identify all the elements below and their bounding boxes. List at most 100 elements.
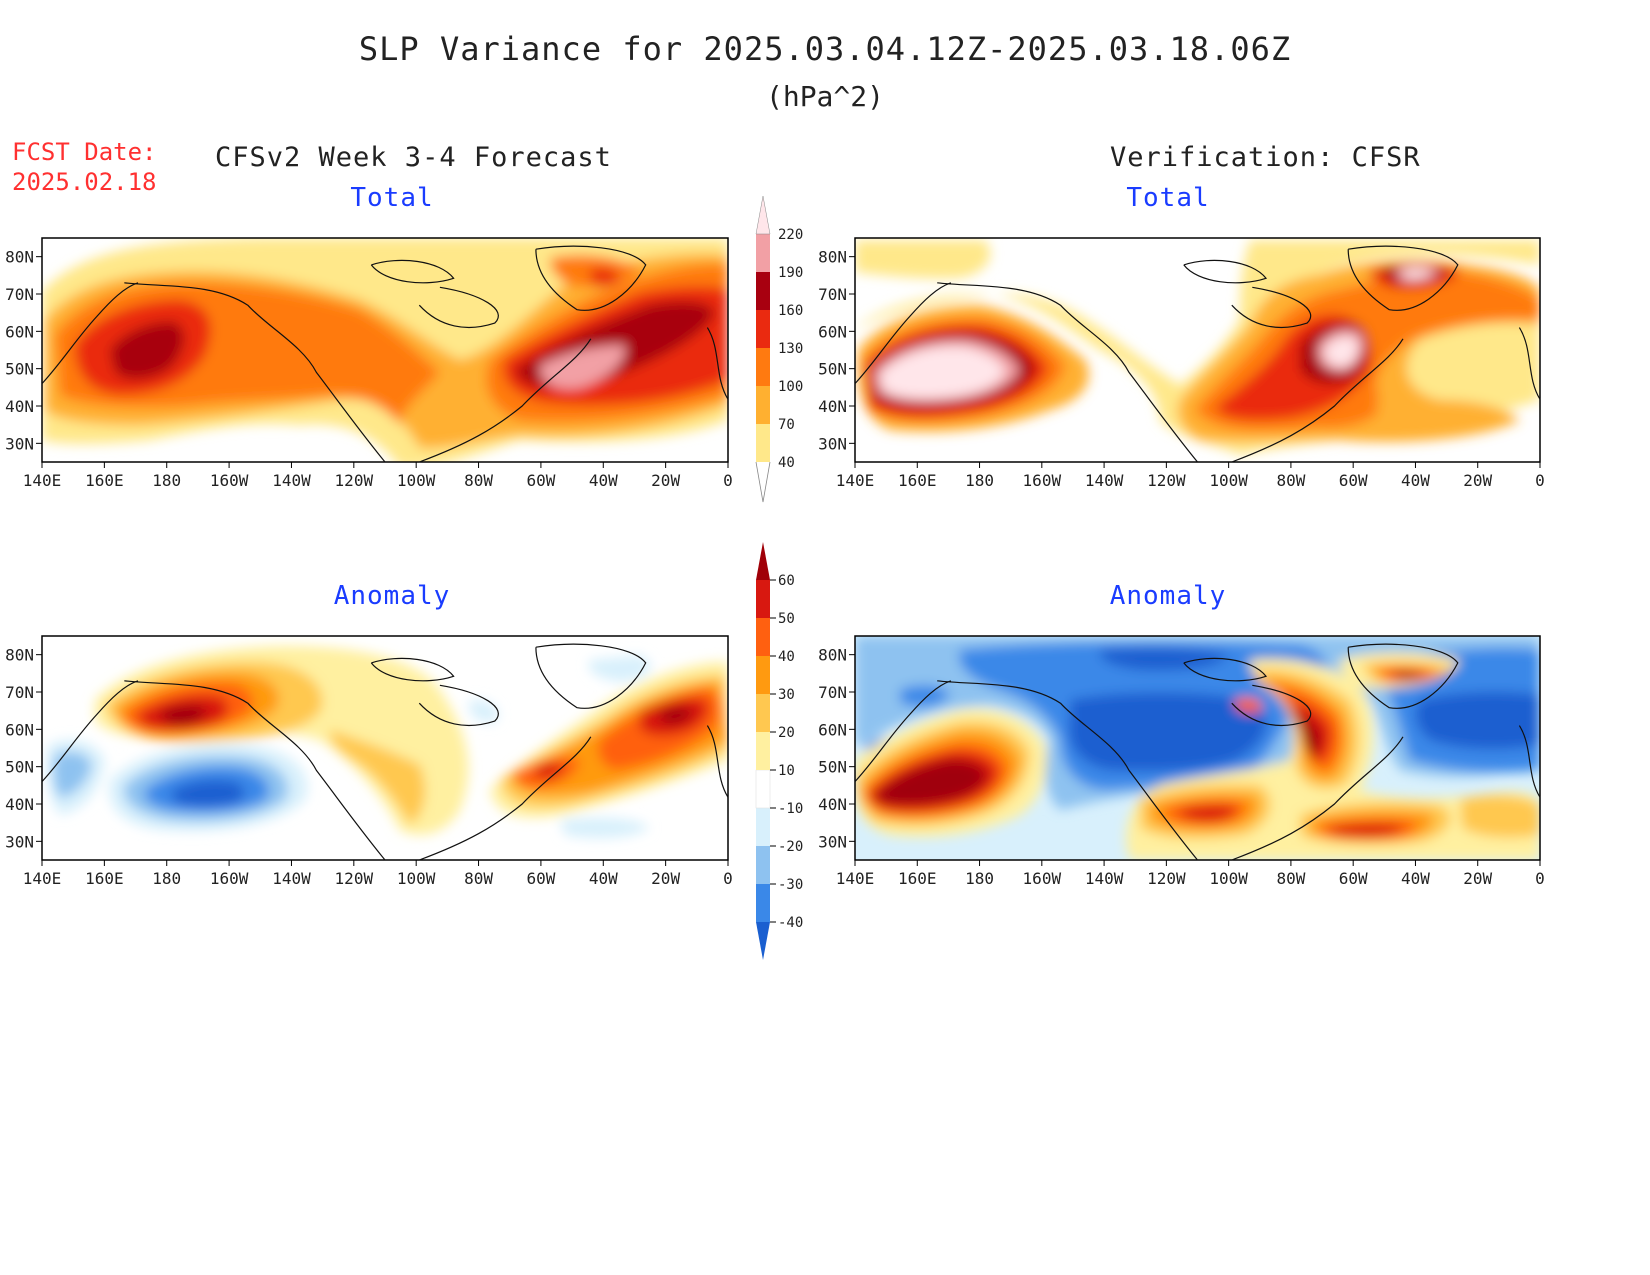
verification-heading: Verification: CFSR	[1110, 142, 1421, 173]
contour-50	[138, 695, 708, 779]
coastline	[419, 338, 592, 463]
colorbar-label: 220	[778, 227, 803, 243]
colorbar-label: 70	[778, 417, 795, 433]
coastline	[535, 245, 647, 311]
colorbar-label: 160	[778, 303, 803, 319]
verification-total-map	[854, 237, 1541, 463]
coastline	[124, 680, 386, 861]
contour-190	[874, 266, 1440, 403]
lat-tick-label: 40N	[818, 397, 847, 416]
lon-tick-label: 160W	[1023, 869, 1062, 888]
contour-neg40	[1069, 647, 1540, 771]
forecast-anomaly-field	[46, 645, 728, 839]
contour-100	[862, 271, 1540, 431]
colorbar-label: 130	[778, 341, 803, 357]
fcst-date-value: 2025.02.18	[12, 168, 157, 196]
lon-tick-label: 0	[1535, 869, 1545, 888]
lon-tick-label: 80W	[1276, 869, 1305, 888]
coastline	[418, 684, 499, 727]
lon-tick-label: 80W	[1276, 471, 1305, 490]
lat-tick-label: 80N	[5, 646, 34, 665]
coastline	[41, 282, 139, 385]
coastline	[1231, 338, 1404, 463]
coastline	[1347, 245, 1459, 311]
coastline	[1518, 327, 1541, 400]
lon-tick-label: 180	[152, 869, 181, 888]
lon-tick-label: 40W	[589, 471, 618, 490]
panel-title-verification-total: Total	[1126, 183, 1210, 213]
coastline	[370, 259, 455, 284]
forecast-total-field	[42, 238, 728, 462]
lon-tick-label: 60W	[526, 471, 555, 490]
lon-tick-label: 160W	[1023, 471, 1062, 490]
colorbar-label: 100	[778, 379, 803, 395]
lat-tick-label: 50N	[818, 360, 847, 379]
total-colorbar: 40 70 100 130 160 190 220	[755, 195, 803, 503]
lon-tick-label: 20W	[651, 869, 680, 888]
lon-tick-label: 160E	[898, 471, 937, 490]
lon-tick-label: 140W	[1085, 471, 1124, 490]
colorbar-swatch	[756, 808, 770, 846]
lon-tick-label: 160E	[85, 869, 124, 888]
lat-tick-label: 60N	[5, 322, 34, 341]
lon-tick-label: 120W	[1147, 869, 1186, 888]
coastline	[937, 680, 1198, 861]
lat-tick-label: 30N	[5, 434, 34, 453]
coastline	[1183, 259, 1267, 284]
lon-tick-label: 20W	[1463, 869, 1492, 888]
colorbar-swatch	[756, 542, 770, 580]
lon-tick-label: 160E	[85, 471, 124, 490]
figure-title: SLP Variance for 2025.03.04.12Z-2025.03.…	[358, 30, 1292, 68]
lon-tick-label: 0	[1535, 471, 1545, 490]
lon-tick-label: 60W	[1339, 471, 1368, 490]
colorbar-swatch	[755, 769, 771, 809]
panel-title-forecast-total: Total	[350, 183, 434, 213]
lat-tick-label: 40N	[5, 795, 34, 814]
lon-tick-label: 100W	[397, 471, 436, 490]
contour-220	[880, 269, 1432, 398]
colorbar-label: -30	[778, 877, 803, 893]
lon-tick-label: 140E	[23, 471, 62, 490]
coastline	[418, 286, 499, 329]
colorbar-label: 20	[778, 725, 795, 741]
contour-190	[539, 345, 626, 389]
anomaly-colorbar: -40 -30 -20 -10 10 20 30 40 50 60	[755, 542, 803, 960]
lat-tick-label: 80N	[818, 248, 847, 267]
lon-tick-label: 100W	[1209, 869, 1248, 888]
colorbar-swatch	[756, 424, 770, 462]
lon-tick-label: 140E	[836, 471, 875, 490]
lat-tick-label: 60N	[818, 322, 847, 341]
colorbar-swatch	[756, 884, 770, 922]
lon-tick-label: 180	[152, 471, 181, 490]
colorbar-swatch	[756, 272, 770, 310]
lat-tick-label: 40N	[5, 397, 34, 416]
colorbar-swatch	[756, 922, 770, 960]
lon-tick-label: 60W	[526, 869, 555, 888]
lon-tick-label: 100W	[1209, 471, 1248, 490]
lon-tick-label: 160E	[898, 869, 937, 888]
colorbar-swatch	[756, 580, 770, 618]
axis-labels: 80N 70N 60N 50N 40N 30N 140E 160E 180 160W 140W 120…	[5, 248, 1545, 888]
forecast-anomaly-map	[41, 635, 729, 861]
coastline	[41, 680, 139, 783]
lon-tick-label: 80W	[464, 471, 493, 490]
lat-tick-label: 50N	[818, 758, 847, 777]
verification-total-field	[855, 240, 1540, 455]
coastline	[1183, 657, 1267, 682]
fcst-date-label: FCST Date:	[12, 138, 157, 166]
lat-tick-label: 40N	[818, 795, 847, 814]
coastline	[370, 657, 455, 682]
colorbar-swatch	[756, 348, 770, 386]
colorbar-label: 40	[778, 649, 795, 665]
lon-tick-label: 180	[965, 869, 994, 888]
lat-tick-label: 60N	[818, 720, 847, 739]
lon-tick-label: 100W	[397, 869, 436, 888]
lat-tick-label: 70N	[818, 683, 847, 702]
colorbar-swatch	[756, 656, 770, 694]
coastlines	[41, 245, 1541, 861]
forecast-heading: CFSv2 Week 3-4 Forecast	[215, 142, 612, 173]
lon-tick-label: 40W	[1401, 869, 1430, 888]
contour-60	[874, 672, 1422, 805]
colorbar-swatch	[756, 310, 770, 348]
coastline	[706, 327, 729, 400]
